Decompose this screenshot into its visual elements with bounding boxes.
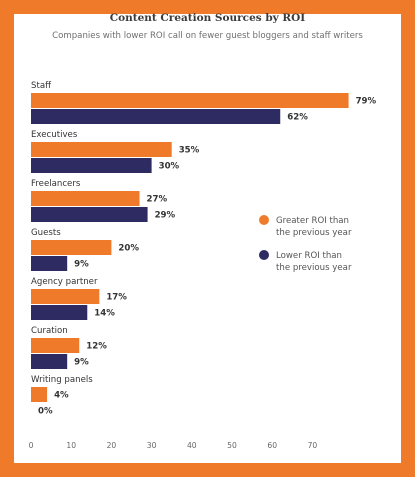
data-label: 20% [118, 244, 139, 254]
x-tick-label: 0 [29, 441, 34, 450]
category-label: Guests [31, 228, 61, 238]
chart-title: Content Creation Sources by ROI [109, 12, 306, 24]
legend-label: the previous year [276, 228, 352, 238]
data-label: 0% [38, 407, 53, 417]
category-label: Curation [31, 326, 68, 336]
category-label: Freelancers [31, 179, 81, 189]
data-label: 14% [94, 309, 115, 319]
legend-label: Lower ROI than [276, 251, 342, 261]
data-label: 12% [86, 342, 107, 352]
data-label: 27% [147, 195, 168, 205]
legend-label: the previous year [276, 263, 352, 273]
x-tick-label: 60 [267, 441, 277, 450]
bar [31, 387, 48, 402]
data-label: 62% [287, 113, 308, 123]
legend-swatch [259, 250, 269, 260]
x-tick-label: 20 [107, 441, 117, 450]
data-label: 30% [159, 162, 180, 172]
x-tick-label: 40 [187, 441, 197, 450]
data-label: 79% [356, 97, 377, 107]
data-label: 9% [74, 260, 89, 270]
x-tick-label: 70 [308, 441, 318, 450]
bar [31, 191, 140, 206]
chart-card [14, 14, 401, 463]
category-label: Agency partner [31, 277, 98, 287]
data-label: 17% [106, 293, 127, 303]
x-tick-label: 50 [227, 441, 237, 450]
category-label: Staff [31, 81, 52, 91]
data-label: 35% [179, 146, 200, 156]
bar [31, 142, 172, 157]
x-tick-label: 30 [147, 441, 157, 450]
bar [31, 289, 100, 304]
bar [31, 256, 68, 271]
chart-subtitle: Companies with lower ROI call on fewer g… [52, 31, 363, 41]
bar [31, 354, 68, 369]
legend-swatch [259, 215, 269, 225]
bar [31, 240, 112, 255]
category-label: Executives [31, 130, 78, 140]
data-label: 29% [155, 211, 176, 221]
bar [31, 305, 88, 320]
data-label: 4% [54, 391, 69, 401]
bar [31, 207, 148, 222]
bar [31, 158, 152, 173]
data-label: 9% [74, 358, 89, 368]
legend-label: Greater ROI than [276, 216, 349, 226]
bar [31, 109, 281, 124]
category-label: Writing panels [31, 375, 93, 385]
bar [31, 93, 349, 108]
bar [31, 338, 80, 353]
x-tick-label: 10 [66, 441, 76, 450]
